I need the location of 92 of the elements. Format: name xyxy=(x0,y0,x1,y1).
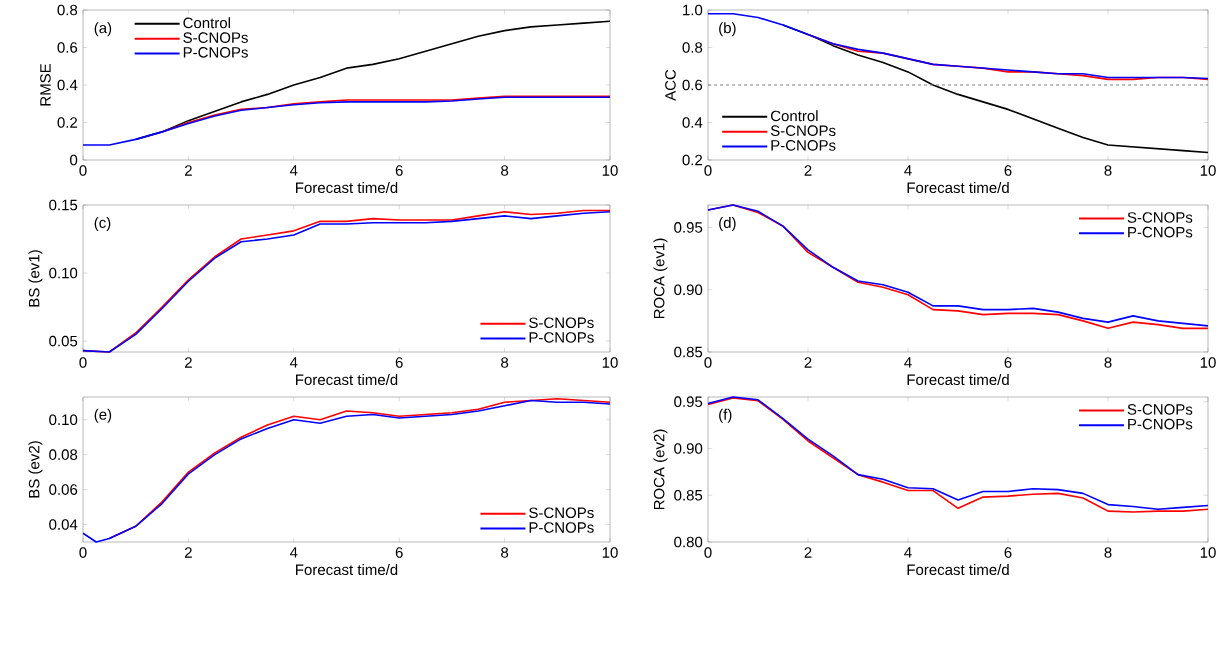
y-tick-label: 0.04 xyxy=(49,519,78,530)
x-tick-label: 10 xyxy=(602,547,618,558)
y-axis-title: RMSE xyxy=(40,63,51,106)
legend-label: P-CNOPs xyxy=(1128,226,1193,238)
legend-label: Control xyxy=(183,17,230,29)
y-tick-label: 0.10 xyxy=(49,267,78,279)
y-tick-label: 0.80 xyxy=(674,536,703,548)
x-tick-label: 2 xyxy=(804,547,812,558)
x-tick-label: 4 xyxy=(289,165,298,176)
x-tick-label: 0 xyxy=(704,357,712,368)
annotation: (f) xyxy=(719,408,732,423)
y-tick-label: 0.10 xyxy=(49,414,78,426)
x-tick-label: 2 xyxy=(804,165,812,176)
x-tick-label: 8 xyxy=(1104,165,1112,176)
y-axis-title: ROCA (ev1) xyxy=(653,238,668,319)
legend-label: S-CNOPs xyxy=(529,507,594,519)
y-tick-label: 0.95 xyxy=(674,222,703,233)
x-tick-label: 0 xyxy=(79,357,87,368)
legend-label: S-CNOPs xyxy=(1127,404,1193,415)
x-tick-label: 10 xyxy=(602,165,618,176)
x-tick-label: 0 xyxy=(79,165,87,176)
y-axis-title: BS (ev1) xyxy=(28,250,43,307)
x-tick-label: 0 xyxy=(704,165,712,176)
annotation: (c) xyxy=(94,216,111,231)
x-tick-label: 8 xyxy=(501,357,509,368)
y-axis-title: BS (ev2) xyxy=(28,441,43,498)
y-tick-label: 0.05 xyxy=(49,335,78,347)
x-axis-title: Forecast time/d xyxy=(907,374,1009,386)
legend-label: P-CNOPs xyxy=(529,522,594,533)
x-tick-label: 6 xyxy=(395,357,403,368)
x-axis-title: Forecast time/d xyxy=(296,182,398,194)
x-axis-title: Forecast time/d xyxy=(296,374,398,386)
y-tick-label: 0.2 xyxy=(682,154,703,166)
legend-label: P-CNOPs xyxy=(771,140,836,151)
x-tick-label: 10 xyxy=(1200,357,1216,368)
x-tick-label: 6 xyxy=(1004,547,1012,558)
x-tick-label: 0 xyxy=(704,547,712,558)
x-axis-title: Forecast time/d xyxy=(296,564,398,576)
y-tick-label: 0.8 xyxy=(682,42,703,53)
y-tick-label: 0.2 xyxy=(57,117,78,128)
x-tick-label: 10 xyxy=(602,357,618,368)
x-tick-label: 6 xyxy=(395,547,403,558)
x-tick-label: 10 xyxy=(1200,165,1216,176)
annotation: (e) xyxy=(94,408,112,423)
y-tick-label: 1.0 xyxy=(683,4,703,16)
x-tick-label: 0 xyxy=(79,547,87,558)
annotation: (a) xyxy=(94,22,112,37)
x-axis-title: Forecast time/d xyxy=(907,564,1009,576)
y-tick-label: 0 xyxy=(70,154,78,166)
y-tick-label: 0.4 xyxy=(682,117,703,128)
legend-label: S-CNOPs xyxy=(529,317,594,329)
x-tick-label: 4 xyxy=(289,547,298,558)
legend-label: S-CNOPs xyxy=(770,125,836,136)
legend-label: S-CNOPs xyxy=(183,32,248,43)
y-tick-label: 0.90 xyxy=(674,443,703,454)
x-tick-label: 8 xyxy=(501,165,509,176)
x-axis-title: Forecast time/d xyxy=(907,182,1009,194)
legend-label: P-CNOPs xyxy=(529,332,594,343)
y-axis-title: ROCA (ev2) xyxy=(653,429,668,510)
y-tick-label: 0.6 xyxy=(57,42,78,53)
x-tick-label: 6 xyxy=(1004,165,1012,176)
y-tick-label: 0.85 xyxy=(674,346,703,358)
y-tick-label: 0.90 xyxy=(674,284,703,296)
y-tick-label: 0.8 xyxy=(57,4,78,16)
legend-label: Control xyxy=(770,110,818,122)
x-tick-label: 8 xyxy=(501,547,509,558)
y-tick-label: 0.4 xyxy=(57,79,78,91)
x-tick-label: 2 xyxy=(184,547,192,558)
y-axis-title: ACC xyxy=(665,69,676,101)
y-tick-label: 0.08 xyxy=(49,449,78,460)
x-tick-label: 6 xyxy=(1004,357,1012,368)
x-tick-label: 4 xyxy=(904,165,912,176)
x-tick-label: 4 xyxy=(904,547,912,558)
annotation: (b) xyxy=(719,22,736,37)
y-tick-label: 0.85 xyxy=(674,489,703,501)
y-tick-label: 0.15 xyxy=(49,199,78,211)
x-tick-label: 2 xyxy=(184,165,192,176)
x-tick-label: 4 xyxy=(289,357,298,368)
x-tick-label: 10 xyxy=(1200,547,1216,558)
x-tick-label: 8 xyxy=(1104,547,1112,558)
legend-label: S-CNOPs xyxy=(1127,212,1193,223)
x-tick-label: 2 xyxy=(184,357,192,368)
y-tick-label: 0.6 xyxy=(682,79,703,91)
x-tick-label: 4 xyxy=(904,357,912,368)
y-tick-label: 0.95 xyxy=(674,396,703,407)
x-tick-label: 6 xyxy=(395,165,403,176)
legend-label: P-CNOPs xyxy=(183,47,248,58)
annotation: (d) xyxy=(719,216,736,231)
legend-label: P-CNOPs xyxy=(1128,418,1193,430)
x-tick-label: 8 xyxy=(1104,357,1112,368)
x-tick-label: 2 xyxy=(804,357,812,368)
y-tick-label: 0.06 xyxy=(49,484,78,495)
